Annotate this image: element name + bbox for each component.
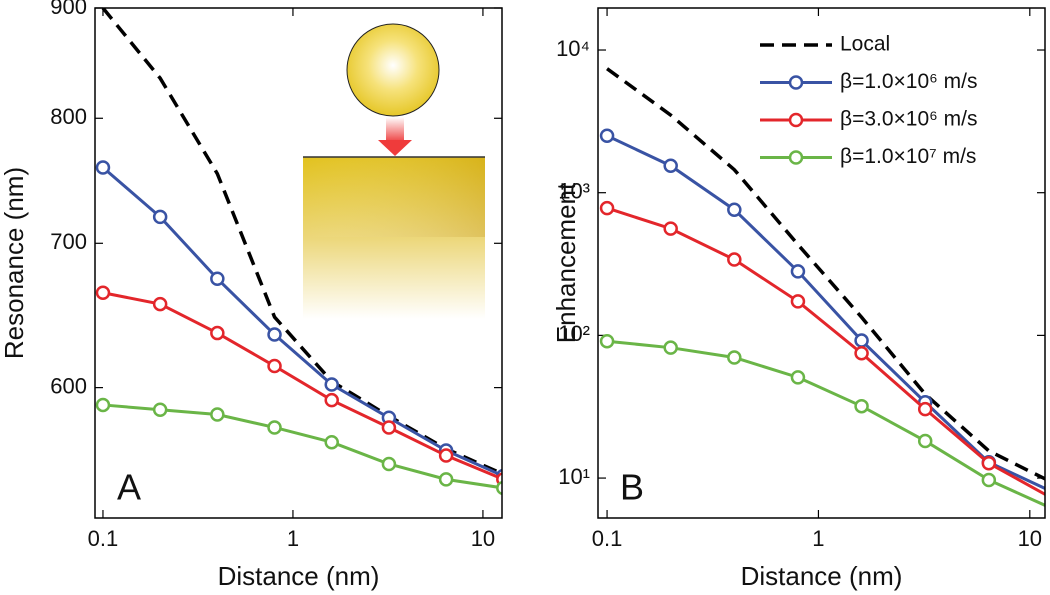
y-tick-label: 10² [558, 321, 590, 346]
marker [381, 456, 397, 472]
marker [381, 420, 397, 435]
marker [1046, 486, 1050, 498]
y-tick-label: 10⁴ [556, 36, 590, 61]
marker [790, 294, 806, 309]
marker [727, 350, 742, 365]
y-tick-label: 800 [50, 104, 87, 129]
marker [496, 480, 502, 496]
marker [854, 333, 869, 348]
y-tick-label: 900 [50, 0, 87, 19]
marker [210, 407, 225, 422]
x-tick-label: 10 [471, 526, 495, 551]
marker [599, 128, 615, 144]
series-line [606, 67, 1045, 481]
y-axis-label: Resonance (nm) [0, 167, 29, 359]
x-tick-label: 1 [287, 526, 299, 551]
marker [599, 333, 615, 349]
marker [727, 252, 742, 267]
marker [267, 358, 282, 374]
marker [152, 402, 168, 417]
series-line [606, 134, 1045, 491]
series-line [606, 339, 1045, 507]
arrow-head [378, 140, 412, 156]
y-tick-label: 700 [50, 229, 87, 254]
series-line [102, 291, 502, 481]
legend-marker [788, 75, 804, 90]
inset-illustration [303, 23, 485, 319]
marker [438, 472, 454, 487]
x-tick-label: 0.1 [88, 526, 119, 551]
marker [790, 370, 806, 385]
plot-area [599, 67, 1050, 515]
marker [981, 472, 997, 488]
marker [663, 340, 678, 355]
substrate-shade [303, 157, 485, 237]
marker [210, 325, 225, 341]
marker [790, 264, 806, 279]
marker [152, 209, 168, 225]
x-axis-label: Distance (nm) [218, 561, 380, 591]
x-tick-label: 0.1 [592, 526, 623, 551]
marker [438, 448, 454, 463]
panel: 10¹ 10² 10³ 10⁴ 0.1 1 10 Distance (nm) Enhanceme… [551, 7, 1050, 591]
marker [324, 392, 339, 408]
marker [324, 377, 339, 392]
legend-label: β=3.0×10⁶ m/s [840, 108, 977, 131]
panel-label: B [620, 467, 644, 508]
marker [210, 271, 225, 286]
y-tick-label: 10³ [558, 179, 590, 204]
x-tick-label: 1 [812, 526, 824, 551]
marker [663, 221, 678, 236]
marker [599, 200, 615, 216]
marker [981, 456, 997, 471]
legend-marker [788, 150, 804, 165]
marker [95, 285, 111, 300]
y-tick-label: 10¹ [558, 464, 590, 489]
arrow-shaft [386, 117, 404, 141]
axes-frame [597, 7, 1046, 519]
legend-label: Local [840, 33, 890, 56]
marker [917, 433, 933, 449]
series-line [101, 8, 502, 476]
panel-label: A [117, 467, 141, 508]
x-tick-label: 10 [1018, 526, 1042, 551]
marker [95, 160, 111, 175]
marker [854, 345, 869, 361]
legend-label: β=1.0×10⁶ m/s [840, 70, 977, 93]
marker [324, 434, 339, 450]
marker [854, 398, 869, 414]
marker [1046, 492, 1050, 504]
plot-area [95, 8, 502, 496]
series-line [606, 206, 1045, 497]
marker [95, 397, 111, 413]
marker [267, 420, 282, 435]
legend-marker [788, 112, 804, 128]
series-line [101, 166, 502, 477]
y-axis-label: Enhancement [551, 182, 581, 343]
marker [663, 158, 678, 173]
axes-frame [94, 7, 503, 519]
legend-label: β=1.0×10⁷ m/s [840, 145, 976, 168]
marker [267, 327, 282, 342]
panel: 600 700 800 900 0.1 1 10 Distance (nm) Resonance… [0, 0, 503, 591]
series-line [102, 403, 502, 490]
marker [1046, 503, 1050, 515]
marker [727, 202, 742, 217]
x-axis-label: Distance (nm) [741, 561, 903, 591]
y-tick-label: 600 [50, 373, 87, 398]
particle [346, 23, 440, 117]
marker [917, 401, 933, 417]
marker [152, 296, 168, 312]
